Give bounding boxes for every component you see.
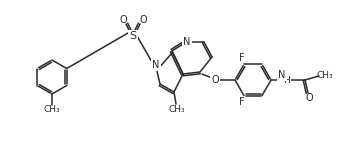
- Text: N: N: [152, 60, 160, 70]
- Text: H: H: [283, 75, 290, 85]
- Text: F: F: [239, 97, 245, 107]
- Text: S: S: [130, 31, 136, 41]
- Text: N: N: [183, 37, 191, 47]
- Text: O: O: [139, 15, 147, 25]
- Text: F: F: [239, 53, 245, 63]
- Text: CH₃: CH₃: [169, 105, 185, 115]
- Text: CH₃: CH₃: [317, 71, 333, 79]
- Text: O: O: [211, 75, 219, 85]
- Text: O: O: [305, 93, 313, 103]
- Text: N: N: [278, 70, 286, 80]
- Text: O: O: [119, 15, 127, 25]
- Text: CH₃: CH₃: [44, 105, 60, 115]
